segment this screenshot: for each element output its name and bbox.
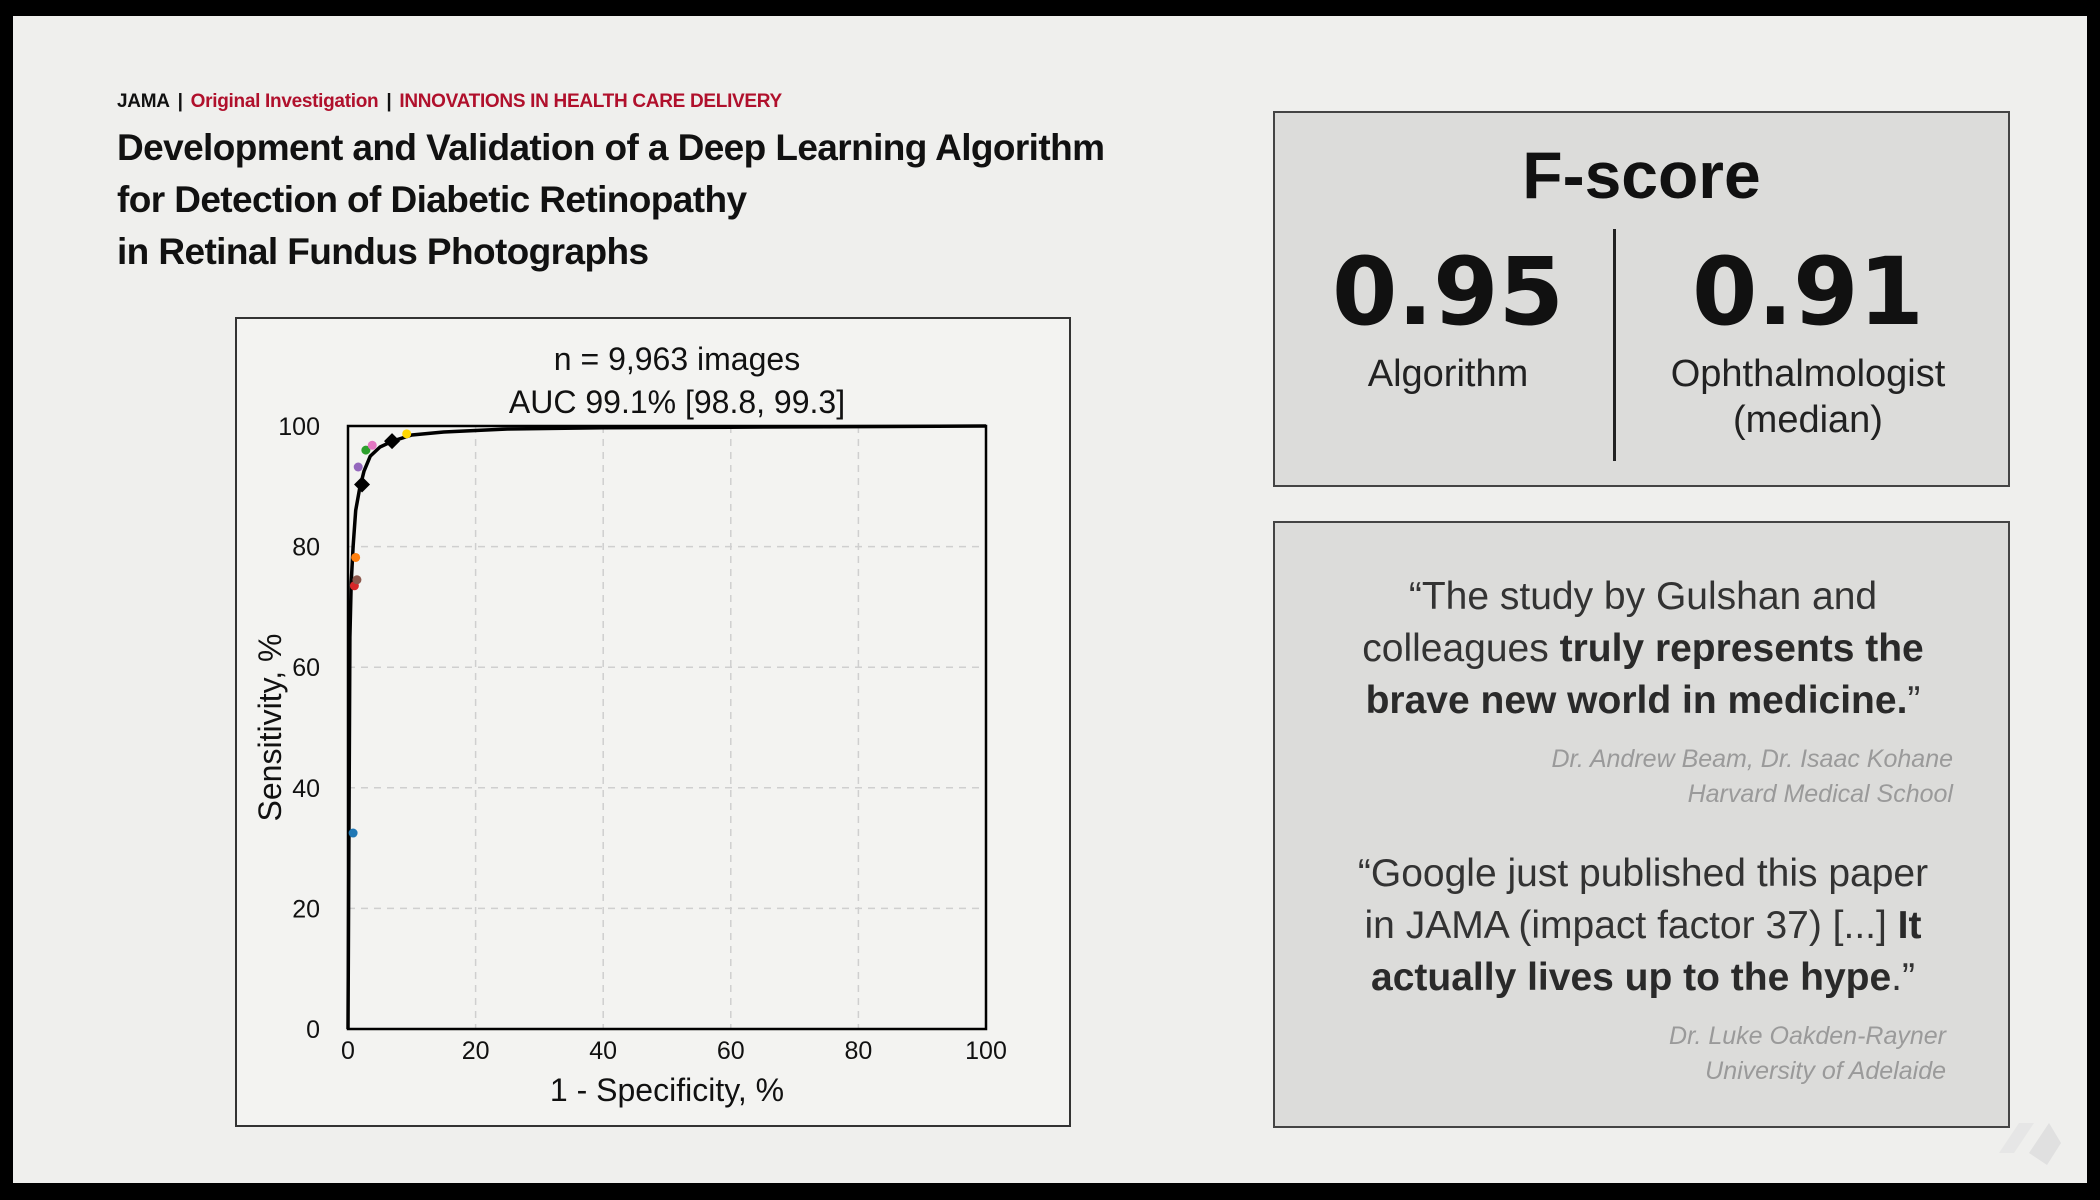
ophthalmologist-point xyxy=(351,552,361,562)
ophthalmologist-point xyxy=(353,462,363,472)
journal-name: JAMA xyxy=(117,91,170,112)
subsection-label: INNOVATIONS IN HEALTH CARE DELIVERY xyxy=(399,91,782,112)
quote-line: colleagues truly represents the xyxy=(1315,623,1971,675)
x-tick-label: 0 xyxy=(341,1037,355,1065)
operating-point-marker xyxy=(384,433,401,450)
ophthalmologist-label-line: Ophthalmologist xyxy=(1670,353,1946,395)
ophthalmologist-point xyxy=(361,445,371,455)
fscore-title: F-score xyxy=(1522,138,1761,212)
quote-oakden-rayner: “Google just published this paper in JAM… xyxy=(1315,848,1971,1004)
slide: JAMA | Original Investigation | INNOVATIONS … xyxy=(13,16,2087,1183)
header-separator: | xyxy=(177,91,183,112)
x-axis-label: 1 - Specificity, % xyxy=(550,1072,784,1108)
y-tick-label: 80 xyxy=(292,534,320,562)
attribution-affiliation: University of Adelaide xyxy=(1705,1057,1946,1085)
header-separator: | xyxy=(386,91,392,112)
roc-chart-svg: 0 20 40 60 80 100 0 20 40 60 80 100 n = 9,963 images… xyxy=(252,341,1007,1108)
operating-point-marker xyxy=(354,476,371,493)
ophthalmologist-score-value: 0.91 xyxy=(1692,238,1924,347)
quotes-panel: “The study by Gulshan and colleagues tru… xyxy=(1273,521,2010,1128)
journal-header: JAMA | Original Investigation | INNOVATIONS … xyxy=(117,91,782,113)
y-tick-label: 100 xyxy=(278,413,320,441)
decorative-logo-icon xyxy=(1999,1123,2061,1165)
quote-emphasis: actually lives up to the hype xyxy=(1371,956,1892,999)
x-tick-label: 60 xyxy=(717,1037,745,1065)
paper-title-line: in Retinal Fundus Photographs xyxy=(117,231,649,272)
quote-beam-kohane: “The study by Gulshan and colleagues tru… xyxy=(1315,571,1971,727)
algorithm-score: 0.95 Algorithm xyxy=(1278,243,1618,397)
attribution-author: Dr. Andrew Beam, Dr. Isaac Kohane xyxy=(1551,745,1953,773)
x-tick-label: 100 xyxy=(965,1037,1007,1065)
quote-line: “Google just published this paper xyxy=(1357,852,1929,895)
x-tick-label: 40 xyxy=(589,1037,617,1065)
attribution-affiliation: Harvard Medical School xyxy=(1687,780,1953,808)
section-label: Original Investigation xyxy=(190,91,379,112)
quote-emphasis: It xyxy=(1897,904,1922,947)
y-tick-label: 60 xyxy=(292,654,320,682)
quote-text: in JAMA (impact factor 37) [...] xyxy=(1364,904,1898,947)
paper-title-line: for Detection of Diabetic Retinopathy xyxy=(117,179,747,220)
paper-title: Development and Validation of a Deep Lea… xyxy=(117,122,1217,278)
quote-line: actually lives up to the hype.” xyxy=(1315,952,1971,1004)
ophthalmologist-point xyxy=(352,575,362,585)
quote-attribution: Dr. Andrew Beam, Dr. Isaac Kohane Harvar… xyxy=(1551,742,1953,812)
ophthalmologist-point xyxy=(367,440,377,450)
ophthalmologist-score-label: Ophthalmologist (median) xyxy=(1638,351,1978,443)
algorithm-score-value: 0.95 xyxy=(1332,238,1564,347)
y-axis-label: Sensitivity, % xyxy=(252,634,288,822)
ophthalmologist-label-line: (median) xyxy=(1733,399,1883,441)
roc-curve-line xyxy=(346,424,987,1030)
quote-text: ” xyxy=(1907,679,1921,722)
ophthalmologist-score: 0.91 Ophthalmologist (median) xyxy=(1638,243,1978,443)
chart-subtitle: AUC 99.1% [98.8, 99.3] xyxy=(509,384,845,420)
y-tick-label: 0 xyxy=(306,1016,320,1044)
y-tick-label: 20 xyxy=(292,895,320,923)
ophthalmologist-point xyxy=(402,429,412,439)
x-tick-label: 20 xyxy=(462,1037,490,1065)
paper-title-line: Development and Validation of a Deep Lea… xyxy=(117,127,1105,168)
quote-text: colleagues xyxy=(1362,627,1560,670)
quote-line: in JAMA (impact factor 37) [...] It xyxy=(1315,900,1971,952)
quote-emphasis: truly represents the xyxy=(1559,627,1924,670)
algorithm-score-label: Algorithm xyxy=(1367,353,1529,395)
ophthalmologist-point xyxy=(348,828,358,838)
fscore-panel: F-score 0.95 Algorithm 0.91 Ophthalmolog… xyxy=(1273,111,2010,487)
quote-line: brave new world in medicine.” xyxy=(1315,675,1971,727)
quote-line: “The study by Gulshan and xyxy=(1408,575,1878,618)
plot-frame xyxy=(346,424,988,1031)
roc-chart: 0 20 40 60 80 100 0 20 40 60 80 100 n = 9,963 images… xyxy=(235,317,1071,1127)
quote-attribution: Dr. Luke Oakden-Rayner University of Ade… xyxy=(1669,1019,1946,1089)
attribution-author: Dr. Luke Oakden-Rayner xyxy=(1669,1022,1946,1050)
quote-emphasis: brave new world in medicine. xyxy=(1365,679,1908,722)
x-tick-label: 80 xyxy=(844,1037,872,1065)
y-tick-label: 40 xyxy=(292,775,320,803)
quote-text: .” xyxy=(1891,956,1915,999)
fscore-divider xyxy=(1613,229,1616,461)
chart-title: n = 9,963 images xyxy=(554,341,800,377)
